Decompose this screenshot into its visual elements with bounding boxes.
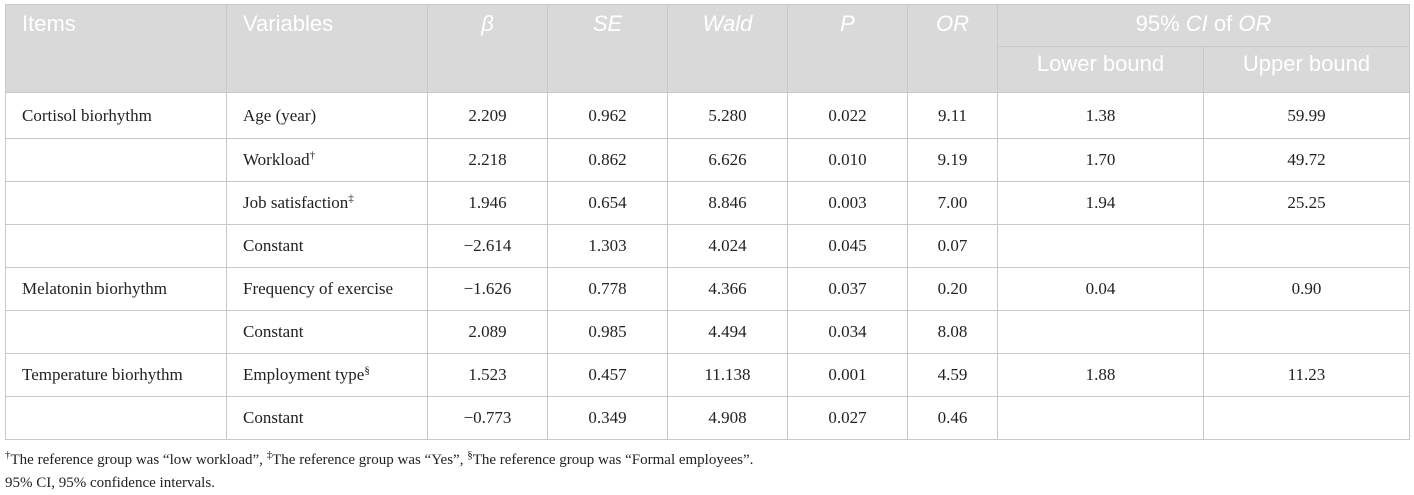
- header-upper-bound: Upper bound: [1202, 46, 1411, 93]
- cell-p: 0.027: [787, 396, 908, 440]
- cell-or: 9.11: [907, 92, 998, 139]
- cell-variable: Frequency of exercise: [226, 267, 428, 311]
- cell-variable: Workload†: [226, 138, 428, 182]
- header-lower-bound: Lower bound: [997, 46, 1204, 93]
- cell-beta: −1.626: [427, 267, 548, 311]
- cell-p: 0.001: [787, 353, 908, 397]
- table-row: Constant −0.773 0.349 4.908 0.027 0.46: [5, 396, 1411, 440]
- cell-upper: 49.72: [1202, 138, 1411, 182]
- cell-upper: [1202, 396, 1411, 440]
- cell-variable: Employment type§: [226, 353, 428, 397]
- cell-beta: −2.614: [427, 224, 548, 268]
- cell-beta: 1.946: [427, 181, 548, 225]
- cell-upper: 0.90: [1202, 267, 1411, 311]
- cell-wald: 4.908: [667, 396, 788, 440]
- cell-item: Cortisol biorhythm: [5, 92, 227, 139]
- cell-or: 4.59: [907, 353, 998, 397]
- cell-p: 0.045: [787, 224, 908, 268]
- cell-upper: [1202, 310, 1411, 354]
- cell-wald: 8.846: [667, 181, 788, 225]
- cell-se: 0.985: [547, 310, 668, 354]
- cell-item: [5, 181, 227, 225]
- cell-lower: [997, 310, 1204, 354]
- cell-p: 0.034: [787, 310, 908, 354]
- cell-item: [5, 138, 227, 182]
- table-row: Workload† 2.218 0.862 6.626 0.010 9.19 1.70 49.…: [5, 138, 1411, 182]
- regression-table: Items Variables β SE Wald P OR 95% CI of…: [5, 4, 1411, 440]
- footnotes: †The reference group was “low workload”,…: [5, 449, 753, 495]
- cell-beta: 2.218: [427, 138, 548, 182]
- cell-wald: 6.626: [667, 138, 788, 182]
- cell-se: 0.654: [547, 181, 668, 225]
- cell-lower: [997, 224, 1204, 268]
- table-row: Temperature biorhythm Employment type§ 1.5…: [5, 353, 1411, 397]
- cell-variable: Constant: [226, 396, 428, 440]
- cell-se: 0.778: [547, 267, 668, 311]
- cell-variable: Job satisfaction‡: [226, 181, 428, 225]
- cell-item: Temperature biorhythm: [5, 353, 227, 397]
- footnote-line-2: 95% CI, 95% confidence intervals.: [5, 475, 215, 491]
- cell-se: 0.349: [547, 396, 668, 440]
- cell-or: 9.19: [907, 138, 998, 182]
- cell-or: 8.08: [907, 310, 998, 354]
- cell-item: [5, 310, 227, 354]
- cell-or: 0.46: [907, 396, 998, 440]
- cell-upper: [1202, 224, 1411, 268]
- header-p: P: [787, 4, 908, 93]
- table-row: Cortisol biorhythm Age (year) 2.209 0.962 5.…: [5, 92, 1411, 139]
- table-row: Melatonin biorhythm Frequency of exercise…: [5, 267, 1411, 311]
- cell-wald: 11.138: [667, 353, 788, 397]
- cell-wald: 4.366: [667, 267, 788, 311]
- cell-lower: 1.88: [997, 353, 1204, 397]
- cell-or: 0.07: [907, 224, 998, 268]
- cell-or: 0.20: [907, 267, 998, 311]
- cell-se: 0.457: [547, 353, 668, 397]
- cell-p: 0.010: [787, 138, 908, 182]
- header-variables: Variables: [226, 4, 428, 93]
- cell-beta: 2.089: [427, 310, 548, 354]
- header-items: Items: [5, 4, 227, 93]
- cell-p: 0.037: [787, 267, 908, 311]
- cell-wald: 4.494: [667, 310, 788, 354]
- cell-beta: 1.523: [427, 353, 548, 397]
- cell-se: 0.862: [547, 138, 668, 182]
- header-se: SE: [547, 4, 668, 93]
- header-ci: 95% CI of OR: [996, 4, 1411, 47]
- cell-or: 7.00: [907, 181, 998, 225]
- cell-lower: [997, 396, 1204, 440]
- cell-item: [5, 224, 227, 268]
- cell-lower: 1.38: [997, 92, 1204, 139]
- table-row: Job satisfaction‡ 1.946 0.654 8.846 0.003 7.0…: [5, 181, 1411, 225]
- cell-variable: Constant: [226, 310, 428, 354]
- cell-wald: 5.280: [667, 92, 788, 139]
- table-body: Cortisol biorhythm Age (year) 2.209 0.962 5.…: [5, 92, 1411, 440]
- footnote-line-1: †The reference group was “low workload”,…: [5, 449, 754, 469]
- cell-p: 0.022: [787, 92, 908, 139]
- cell-item: Melatonin biorhythm: [5, 267, 227, 311]
- table-row: Constant −2.614 1.303 4.024 0.045 0.07: [5, 224, 1411, 268]
- cell-upper: 25.25: [1202, 181, 1411, 225]
- header-beta: β: [427, 4, 548, 93]
- cell-lower: 1.94: [997, 181, 1204, 225]
- cell-variable: Age (year): [226, 92, 428, 139]
- cell-p: 0.003: [787, 181, 908, 225]
- cell-se: 1.303: [547, 224, 668, 268]
- table-header: Items Variables β SE Wald P OR 95% CI of…: [5, 4, 1411, 93]
- cell-lower: 0.04: [997, 267, 1204, 311]
- cell-upper: 11.23: [1202, 353, 1411, 397]
- cell-beta: 2.209: [427, 92, 548, 139]
- cell-upper: 59.99: [1202, 92, 1411, 139]
- cell-item: [5, 396, 227, 440]
- header-wald: Wald: [667, 4, 788, 93]
- cell-beta: −0.773: [427, 396, 548, 440]
- cell-se: 0.962: [547, 92, 668, 139]
- header-or: OR: [907, 4, 998, 93]
- cell-variable: Constant: [226, 224, 428, 268]
- table-row: Constant 2.089 0.985 4.494 0.034 8.08: [5, 310, 1411, 354]
- cell-wald: 4.024: [667, 224, 788, 268]
- cell-lower: 1.70: [997, 138, 1204, 182]
